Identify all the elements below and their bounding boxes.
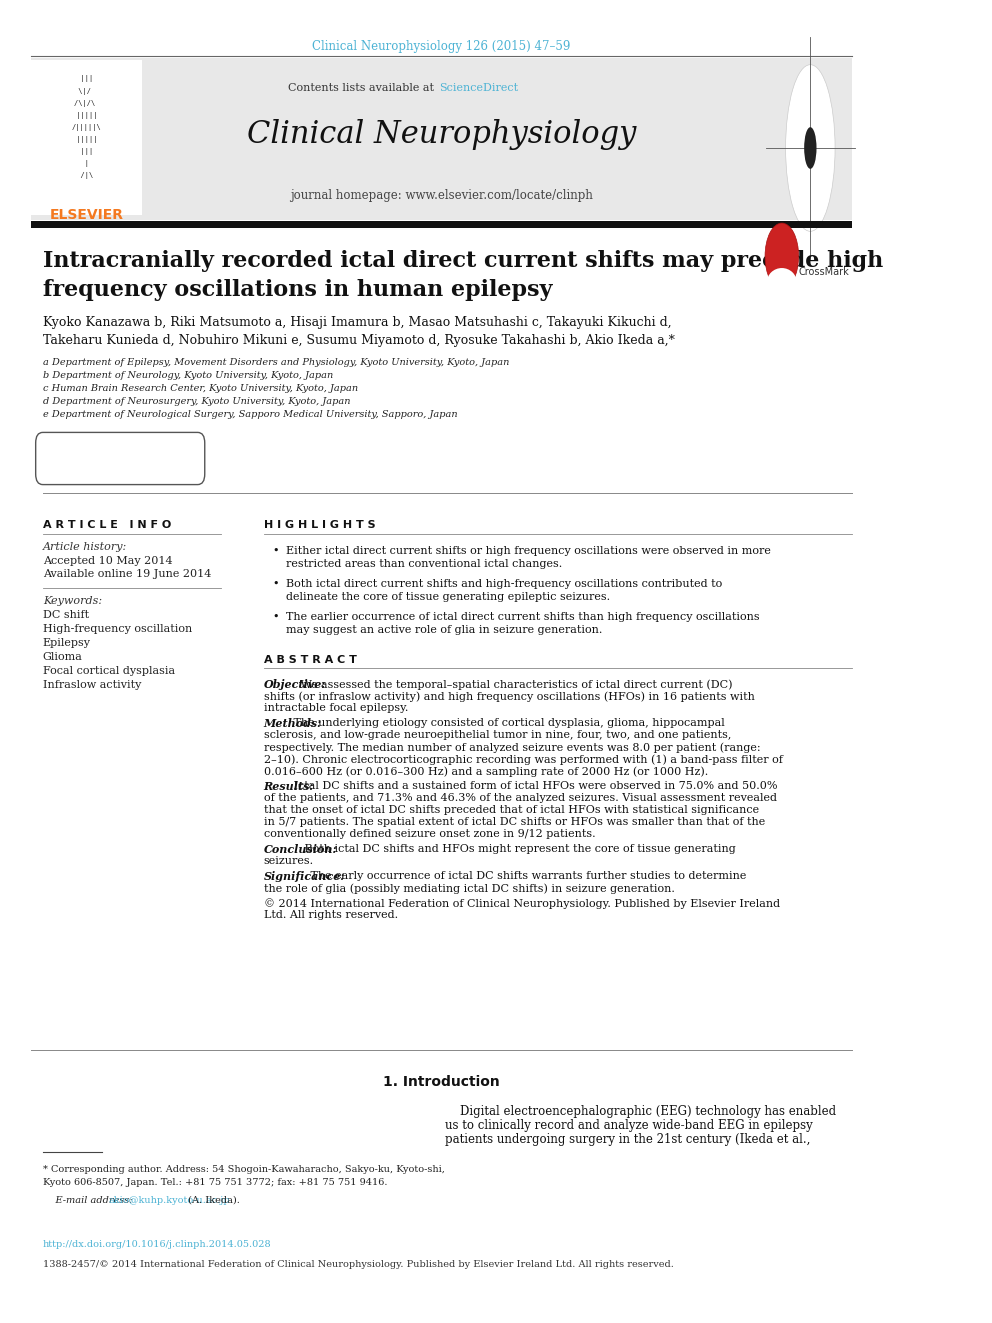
Text: |||||: |||||	[71, 112, 101, 119]
Text: Keywords:: Keywords:	[43, 595, 102, 606]
Text: http://dx.doi.org/10.1016/j.clinph.2014.05.028: http://dx.doi.org/10.1016/j.clinph.2014.…	[43, 1240, 272, 1249]
Text: may suggest an active role of glia in seizure generation.: may suggest an active role of glia in se…	[286, 624, 602, 635]
Text: delineate the core of tissue generating epileptic seizures.: delineate the core of tissue generating …	[286, 591, 610, 602]
Text: Results:: Results:	[264, 781, 314, 792]
Text: e Department of Neurological Surgery, Sapporo Medical University, Sapporo, Japan: e Department of Neurological Surgery, Sa…	[43, 410, 457, 419]
Text: Clinical Neurophysiology: Clinical Neurophysiology	[247, 119, 636, 151]
Text: journal homepage: www.elsevier.com/locate/clinph: journal homepage: www.elsevier.com/locat…	[291, 188, 593, 201]
Text: •: •	[273, 546, 279, 556]
Text: /|||||\: /|||||\	[71, 124, 101, 131]
Bar	[31, 221, 852, 228]
Text: Significance:: Significance:	[264, 871, 345, 882]
Text: patients undergoing surgery in the 21st century (Ikeda et al.,: patients undergoing surgery in the 21st …	[445, 1132, 810, 1146]
Text: Ictal DC shifts and a sustained form of ictal HFOs were observed in 75.0% and 50: Ictal DC shifts and a sustained form of …	[291, 781, 778, 791]
Text: Intracranially recorded ictal direct current shifts may precede high: Intracranially recorded ictal direct cur…	[43, 250, 883, 273]
Text: ScienceDirect: ScienceDirect	[439, 83, 518, 93]
Ellipse shape	[805, 127, 816, 169]
Text: a Department of Epilepsy, Movement Disorders and Physiology, Kyoto University, K: a Department of Epilepsy, Movement Disor…	[43, 359, 509, 366]
Text: E-mail address:: E-mail address:	[43, 1196, 135, 1205]
Text: Objective:: Objective:	[264, 679, 326, 691]
Text: 1. Introduction: 1. Introduction	[383, 1076, 500, 1089]
Text: A B S T R A C T: A B S T R A C T	[264, 655, 356, 665]
Text: \|/: \|/	[73, 89, 99, 95]
Text: |||: |||	[71, 75, 101, 82]
Text: Methods:: Methods:	[264, 718, 321, 729]
Text: Digital electroencephalographic (EEG) technology has enabled: Digital electroencephalographic (EEG) te…	[445, 1105, 836, 1118]
Text: that the onset of ictal DC shifts preceded that of ictal HFOs with statistical s: that the onset of ictal DC shifts preced…	[264, 804, 759, 815]
Text: Both ictal DC shifts and HFOs might represent the core of tissue generating: Both ictal DC shifts and HFOs might repr…	[301, 844, 735, 855]
Bar	[31, 58, 852, 220]
Text: respectively. The median number of analyzed seizure events was 8.0 per patient (: respectively. The median number of analy…	[264, 742, 760, 753]
Text: |||: |||	[71, 148, 101, 155]
Ellipse shape	[786, 65, 835, 232]
Text: 0.016–600 Hz (or 0.016–300 Hz) and a sampling rate of 2000 Hz (or 1000 Hz).: 0.016–600 Hz (or 0.016–300 Hz) and a sam…	[264, 766, 708, 777]
Text: The early occurrence of ictal DC shifts warrants further studies to determine: The early occurrence of ictal DC shifts …	[308, 871, 747, 881]
Text: CrossMark: CrossMark	[799, 267, 849, 277]
Text: shifts (or infraslow activity) and high frequency oscillations (HFOs) in 16 pati: shifts (or infraslow activity) and high …	[264, 691, 755, 701]
Text: |: |	[71, 160, 101, 167]
Text: Either ictal direct current shifts or high frequency oscillations were observed : Either ictal direct current shifts or hi…	[286, 546, 771, 556]
Text: akio@kuhp.kyoto-u.ac.jp: akio@kuhp.kyoto-u.ac.jp	[109, 1196, 230, 1205]
Text: Infraslow activity: Infraslow activity	[43, 680, 141, 691]
Text: in 5/7 patients. The spatial extent of ictal DC shifts or HFOs was smaller than : in 5/7 patients. The spatial extent of i…	[264, 818, 765, 827]
Bar	[31, 60, 143, 216]
Text: (A. Ikeda).: (A. Ikeda).	[186, 1196, 240, 1205]
Text: The underlying etiology consisted of cortical dysplasia, glioma, hippocampal: The underlying etiology consisted of cor…	[291, 718, 725, 728]
Text: conventionally defined seizure onset zone in 9/12 patients.: conventionally defined seizure onset zon…	[264, 830, 595, 839]
FancyBboxPatch shape	[36, 433, 204, 484]
Text: of the patients, and 71.3% and 46.3% of the analyzed seizures. Visual assessment: of the patients, and 71.3% and 46.3% of …	[264, 792, 777, 803]
Text: We assessed the temporal–spatial characteristics of ictal direct current (DC): We assessed the temporal–spatial charact…	[298, 679, 733, 689]
Text: * Corresponding author. Address: 54 Shogoin-Kawaharacho, Sakyo-ku, Kyoto-shi,: * Corresponding author. Address: 54 Shog…	[43, 1166, 444, 1174]
Text: frequency oscillations in human epilepsy: frequency oscillations in human epilepsy	[43, 279, 553, 302]
Text: /\|/\: /\|/\	[73, 101, 99, 107]
Text: c Human Brain Research Center, Kyoto University, Kyoto, Japan: c Human Brain Research Center, Kyoto Uni…	[43, 384, 358, 393]
Text: ELSEVIER: ELSEVIER	[50, 208, 123, 222]
Text: seizures.: seizures.	[264, 856, 313, 867]
Text: 2–10). Chronic electrocorticographic recording was performed with (1) a band-pas: 2–10). Chronic electrocorticographic rec…	[264, 754, 783, 765]
Text: us to clinically record and analyze wide-band EEG in epilepsy: us to clinically record and analyze wide…	[445, 1119, 813, 1132]
Text: Article history:: Article history:	[43, 542, 127, 552]
Text: A R T I C L E   I N F O: A R T I C L E I N F O	[43, 520, 171, 531]
Text: the role of glia (possibly mediating ictal DC shifts) in seizure generation.: the role of glia (possibly mediating ict…	[264, 882, 675, 893]
Text: 1388-2457/© 2014 International Federation of Clinical Neurophysiology. Published: 1388-2457/© 2014 International Federatio…	[43, 1259, 674, 1269]
Ellipse shape	[767, 269, 797, 298]
Text: |||||: |||||	[71, 136, 101, 143]
Text: Kyoto 606-8507, Japan. Tel.: +81 75 751 3772; fax: +81 75 751 9416.: Kyoto 606-8507, Japan. Tel.: +81 75 751 …	[43, 1177, 387, 1187]
Text: Available online 19 June 2014: Available online 19 June 2014	[43, 569, 211, 579]
Text: Contents lists available at: Contents lists available at	[288, 83, 437, 93]
Text: H I G H L I G H T S: H I G H L I G H T S	[264, 520, 375, 531]
Text: b Department of Neurology, Kyoto University, Kyoto, Japan: b Department of Neurology, Kyoto Univers…	[43, 370, 333, 380]
Text: •: •	[273, 579, 279, 589]
Text: © 2014 International Federation of Clinical Neurophysiology. Published by Elsevi: © 2014 International Federation of Clini…	[264, 898, 780, 909]
Text: Glioma: Glioma	[43, 652, 82, 662]
Text: Clinical Neurophysiology 126 (2015) 47–59: Clinical Neurophysiology 126 (2015) 47–5…	[312, 40, 570, 53]
Text: Focal cortical dysplasia: Focal cortical dysplasia	[43, 665, 175, 676]
Text: Conclusion:: Conclusion:	[264, 844, 337, 855]
Text: Ltd. All rights reserved.: Ltd. All rights reserved.	[264, 910, 398, 919]
Text: DC shift: DC shift	[43, 610, 89, 620]
Ellipse shape	[765, 224, 799, 290]
Text: Kyoko Kanazawa b, Riki Matsumoto a, Hisaji Imamura b, Masao Matsuhashi c, Takayu: Kyoko Kanazawa b, Riki Matsumoto a, Hisa…	[43, 316, 672, 329]
Text: High-frequency oscillation: High-frequency oscillation	[43, 624, 192, 634]
Text: Takeharu Kunieda d, Nobuhiro Mikuni e, Susumu Miyamoto d, Ryosuke Takahashi b, A: Takeharu Kunieda d, Nobuhiro Mikuni e, S…	[43, 333, 675, 347]
Text: /|\: /|\	[71, 172, 101, 179]
Text: See Editorial, pages 2–4: See Editorial, pages 2–4	[44, 452, 197, 464]
Text: •: •	[273, 613, 279, 622]
Text: Epilepsy: Epilepsy	[43, 638, 90, 648]
Text: Both ictal direct current shifts and high-frequency oscillations contributed to: Both ictal direct current shifts and hig…	[286, 579, 722, 589]
Text: intractable focal epilepsy.: intractable focal epilepsy.	[264, 703, 408, 713]
Text: sclerosis, and low-grade neuroepithelial tumor in nine, four, two, and one patie: sclerosis, and low-grade neuroepithelial…	[264, 730, 731, 740]
Text: d Department of Neurosurgery, Kyoto University, Kyoto, Japan: d Department of Neurosurgery, Kyoto Univ…	[43, 397, 350, 406]
Text: Accepted 10 May 2014: Accepted 10 May 2014	[43, 556, 173, 566]
Text: restricted areas than conventional ictal changes.: restricted areas than conventional ictal…	[286, 560, 561, 569]
Text: The earlier occurrence of ictal direct current shifts than high frequency oscill: The earlier occurrence of ictal direct c…	[286, 613, 759, 622]
